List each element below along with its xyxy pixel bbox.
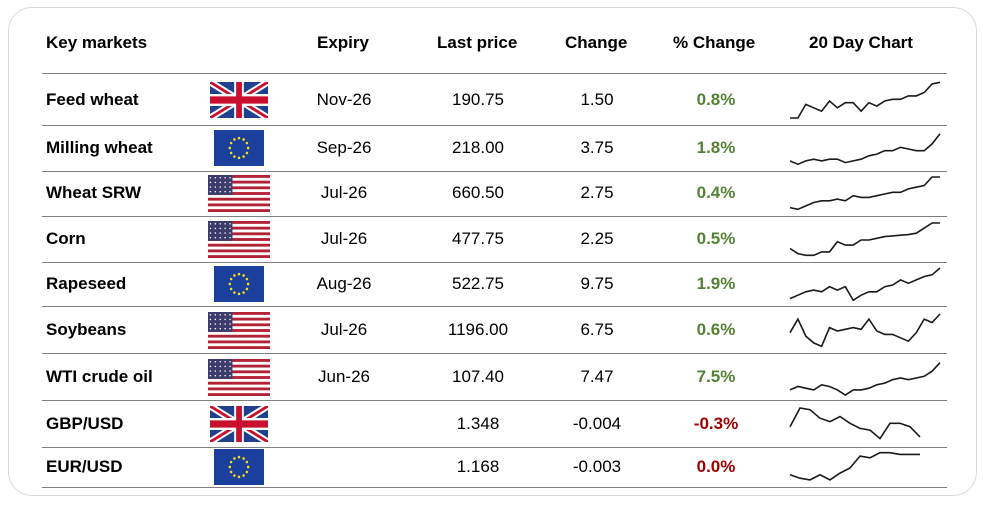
header-pct-change: % Change [673, 33, 756, 52]
us-flag-icon [208, 174, 270, 212]
sparkline-series [790, 81, 941, 119]
eu-flag-icon [214, 266, 264, 302]
us-flag-icon [208, 220, 270, 258]
last-price-cell: 1.168 [456, 457, 500, 476]
sparkline-series [789, 451, 920, 481]
expiry-cell: Jul-26 [320, 183, 368, 202]
uk-flag-icon [210, 406, 268, 442]
row-divider [42, 216, 947, 217]
row-divider [42, 487, 947, 488]
sparkline-chart [789, 407, 921, 440]
sparkline-series [789, 313, 941, 348]
last-price-cell: 107.40 [452, 367, 504, 386]
header-market: Key markets [46, 33, 148, 52]
sparkline-series [789, 176, 940, 211]
pct-change-cell: 0.4% [696, 183, 736, 202]
header-expiry: Expiry [317, 33, 369, 52]
pct-change-cell: -0.3% [693, 414, 739, 433]
row-divider [42, 125, 947, 126]
change-cell: 9.75 [580, 274, 614, 293]
sparkline-series [789, 222, 940, 257]
last-price-cell: 218.00 [452, 138, 504, 157]
change-cell: 6.75 [580, 320, 614, 339]
last-price-cell: 190.75 [452, 90, 504, 109]
market-name: Milling wheat [46, 138, 153, 157]
sparkline-series [789, 407, 921, 440]
expiry-cell: Jul-26 [320, 320, 368, 339]
pct-change-cell: 0.8% [696, 90, 736, 109]
change-cell: -0.004 [572, 414, 622, 433]
sparkline-series [789, 133, 941, 166]
last-price-cell: 1196.00 [447, 320, 509, 339]
row-divider [42, 171, 947, 172]
eu-flag-icon [214, 449, 264, 485]
header-change: Change [565, 33, 628, 52]
change-cell: 7.47 [580, 367, 614, 386]
pct-change-cell: 0.6% [696, 320, 736, 339]
sparkline-chart [789, 267, 941, 302]
expiry-cell: Nov-26 [316, 90, 372, 109]
sparkline-chart [789, 176, 940, 211]
sparkline-series [789, 267, 941, 302]
row-divider [42, 353, 947, 354]
pct-change-cell: 1.9% [696, 274, 736, 293]
sparkline-chart [789, 133, 941, 166]
last-price-cell: 660.50 [452, 183, 504, 202]
sparkline-chart [789, 451, 920, 481]
eu-flag-icon [214, 130, 264, 166]
pct-change-cell: 1.8% [696, 138, 736, 157]
row-divider [42, 400, 947, 401]
expiry-cell: Jun-26 [318, 367, 370, 386]
change-cell: 2.25 [580, 229, 614, 248]
change-cell: 2.75 [580, 183, 614, 202]
pct-change-cell: 0.5% [696, 229, 736, 248]
market-name: WTI crude oil [46, 367, 153, 386]
market-name: Rapeseed [46, 274, 127, 293]
row-divider [42, 447, 947, 448]
change-cell: 3.75 [580, 138, 614, 157]
header-last-price: Last price [437, 33, 518, 52]
sparkline-chart [789, 222, 940, 257]
header-20-day-chart: 20 Day Chart [809, 33, 913, 52]
market-name: Wheat SRW [46, 183, 142, 202]
uk-flag-icon [210, 82, 268, 118]
sparkline-chart [790, 81, 941, 119]
change-cell: -0.003 [572, 457, 622, 476]
expiry-cell: Sep-26 [316, 138, 372, 157]
market-name: Feed wheat [46, 90, 139, 109]
sparkline-chart [789, 362, 941, 396]
change-cell: 1.50 [580, 90, 614, 109]
sparkline-series [789, 362, 941, 396]
sparkline-chart [789, 313, 941, 348]
row-divider [42, 306, 947, 307]
market-name: Corn [46, 229, 86, 248]
row-divider [42, 73, 947, 74]
pct-change-cell: 0.0% [696, 457, 736, 476]
pct-change-cell: 7.5% [696, 367, 736, 386]
us-flag-icon [208, 311, 270, 349]
expiry-cell: Aug-26 [316, 274, 372, 293]
market-name: GBP/USD [46, 414, 124, 433]
us-flag-icon [208, 358, 270, 396]
last-price-cell: 1.348 [456, 414, 500, 433]
row-divider [42, 262, 947, 263]
market-name: Soybeans [46, 320, 127, 339]
market-name: EUR/USD [46, 457, 123, 476]
last-price-cell: 522.75 [452, 274, 504, 293]
expiry-cell: Jul-26 [320, 229, 368, 248]
last-price-cell: 477.75 [452, 229, 504, 248]
